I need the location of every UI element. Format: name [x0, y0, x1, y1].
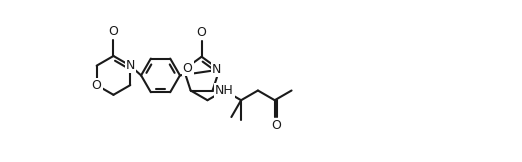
Text: NH: NH	[215, 84, 234, 97]
Text: O: O	[92, 79, 102, 92]
Text: O: O	[271, 119, 281, 132]
Text: O: O	[183, 62, 193, 75]
Text: O: O	[109, 25, 118, 38]
Text: N: N	[212, 63, 221, 76]
Text: N: N	[126, 59, 135, 72]
Text: O: O	[197, 26, 207, 39]
